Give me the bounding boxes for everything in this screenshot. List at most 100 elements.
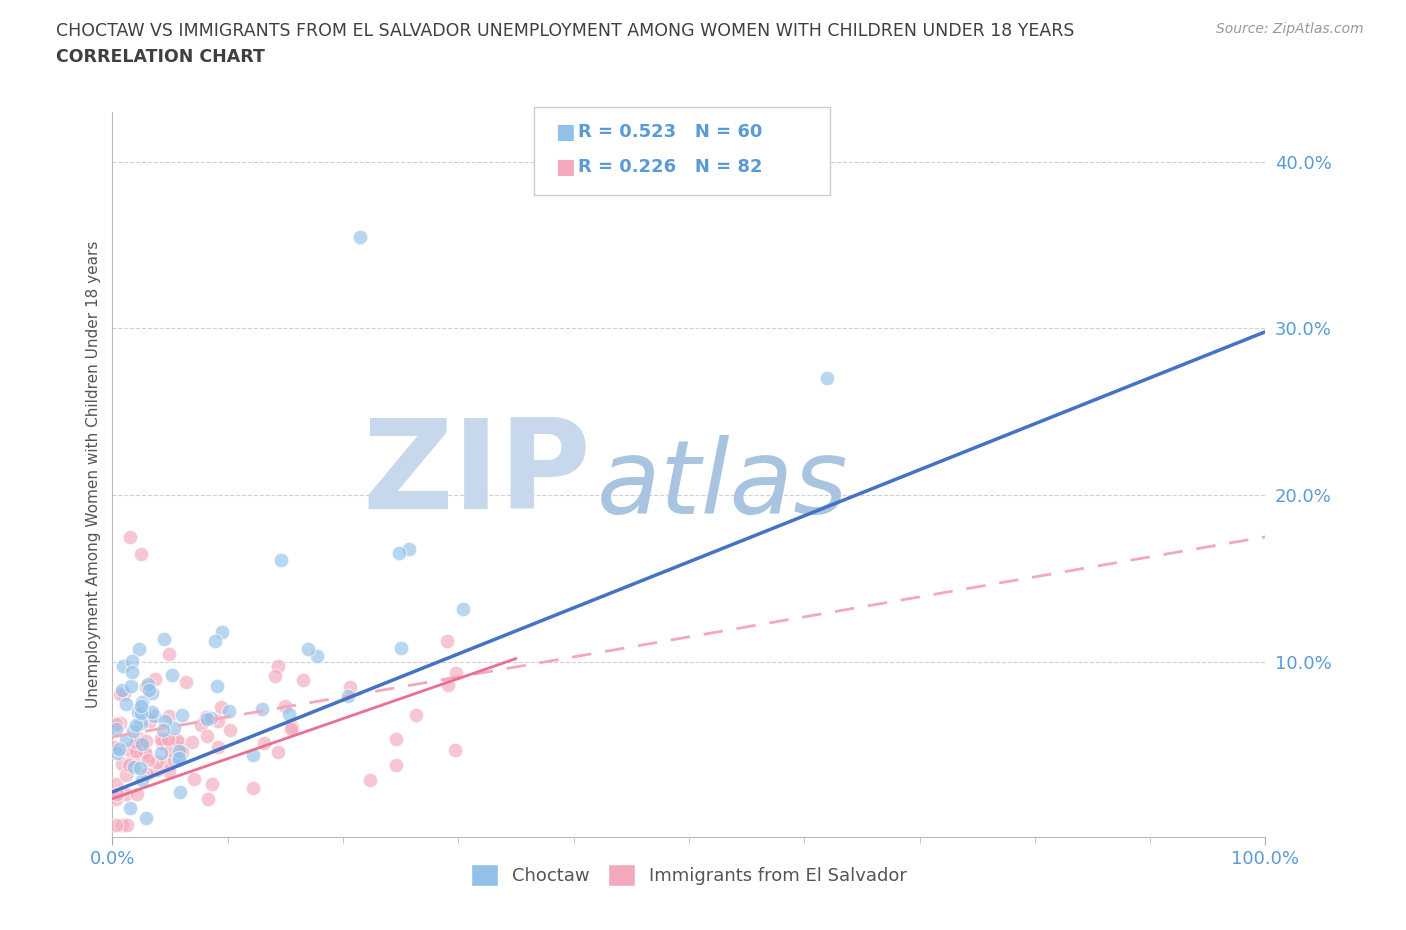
Point xyxy=(108,742,131,757)
Point xyxy=(131,695,153,710)
Point xyxy=(155,733,177,748)
Point xyxy=(111,659,134,674)
Point xyxy=(111,683,134,698)
Point xyxy=(166,733,188,748)
Point xyxy=(115,697,138,711)
Point xyxy=(170,745,193,760)
Point xyxy=(104,722,127,737)
Point xyxy=(135,810,157,825)
Point xyxy=(105,817,128,832)
Point xyxy=(104,791,127,806)
Point xyxy=(143,671,166,686)
Point xyxy=(149,732,172,747)
Point xyxy=(115,787,138,802)
Point xyxy=(125,744,148,759)
Point xyxy=(117,817,139,832)
Point xyxy=(815,371,838,386)
Legend: Choctaw, Immigrants from El Salvador: Choctaw, Immigrants from El Salvador xyxy=(464,857,914,893)
Point xyxy=(108,687,131,702)
Point xyxy=(157,709,180,724)
Point xyxy=(174,674,197,689)
Point xyxy=(129,716,152,731)
Point xyxy=(274,698,297,713)
Point xyxy=(277,706,299,721)
Point xyxy=(207,714,229,729)
Point xyxy=(388,546,411,561)
Point xyxy=(336,688,359,703)
Point xyxy=(150,746,173,761)
Point xyxy=(138,713,160,728)
Point xyxy=(135,766,157,781)
Point xyxy=(384,757,406,772)
Point xyxy=(135,748,157,763)
Point xyxy=(242,780,264,795)
Point xyxy=(195,728,218,743)
Point xyxy=(111,756,134,771)
Point xyxy=(270,552,292,567)
Point xyxy=(250,701,273,716)
Point xyxy=(451,601,474,616)
Point xyxy=(124,739,146,754)
Point xyxy=(105,786,128,801)
Point xyxy=(103,740,125,755)
Point xyxy=(170,708,193,723)
Text: CHOCTAW VS IMMIGRANTS FROM EL SALVADOR UNEMPLOYMENT AMONG WOMEN WITH CHILDREN UN: CHOCTAW VS IMMIGRANTS FROM EL SALVADOR U… xyxy=(56,22,1074,40)
Text: R = 0.523   N = 60: R = 0.523 N = 60 xyxy=(578,123,762,141)
Point xyxy=(204,634,226,649)
Point xyxy=(436,633,458,648)
Point xyxy=(292,672,315,687)
Point xyxy=(136,677,159,692)
Point xyxy=(125,787,148,802)
Point xyxy=(118,801,141,816)
Point xyxy=(156,754,179,769)
Point xyxy=(167,736,190,751)
Point xyxy=(152,723,174,737)
Point xyxy=(443,743,465,758)
Point xyxy=(150,735,173,750)
Point xyxy=(205,679,228,694)
Point xyxy=(131,737,153,751)
Point xyxy=(157,731,180,746)
Point xyxy=(169,741,191,756)
Point xyxy=(398,541,420,556)
Point xyxy=(190,717,212,732)
Point xyxy=(200,711,222,725)
Point xyxy=(169,744,191,759)
Point xyxy=(280,722,302,737)
Text: ZIP: ZIP xyxy=(363,414,591,535)
Point xyxy=(124,760,146,775)
Point xyxy=(108,716,131,731)
Point xyxy=(405,707,427,722)
Point xyxy=(163,752,186,767)
Point xyxy=(389,640,412,655)
Point xyxy=(207,740,229,755)
Point xyxy=(127,730,149,745)
Point xyxy=(157,646,180,661)
Point xyxy=(118,529,141,544)
Point xyxy=(114,687,136,702)
Point xyxy=(307,648,329,663)
Point xyxy=(183,772,205,787)
Point xyxy=(197,791,219,806)
Point xyxy=(135,680,157,695)
Point xyxy=(145,763,167,777)
Point xyxy=(143,709,166,724)
Point xyxy=(141,685,163,700)
Point xyxy=(339,679,361,694)
Point xyxy=(267,744,290,759)
Point xyxy=(107,746,129,761)
Point xyxy=(115,741,138,756)
Point xyxy=(349,229,371,244)
Point xyxy=(145,754,167,769)
Point xyxy=(219,723,242,737)
Point xyxy=(141,704,163,719)
Point xyxy=(120,679,142,694)
Point xyxy=(128,642,150,657)
Point xyxy=(111,817,134,832)
Point xyxy=(169,784,191,799)
Point xyxy=(121,751,143,766)
Point xyxy=(125,735,148,750)
Text: Source: ZipAtlas.com: Source: ZipAtlas.com xyxy=(1216,22,1364,36)
Point xyxy=(180,735,202,750)
Point xyxy=(134,745,156,760)
